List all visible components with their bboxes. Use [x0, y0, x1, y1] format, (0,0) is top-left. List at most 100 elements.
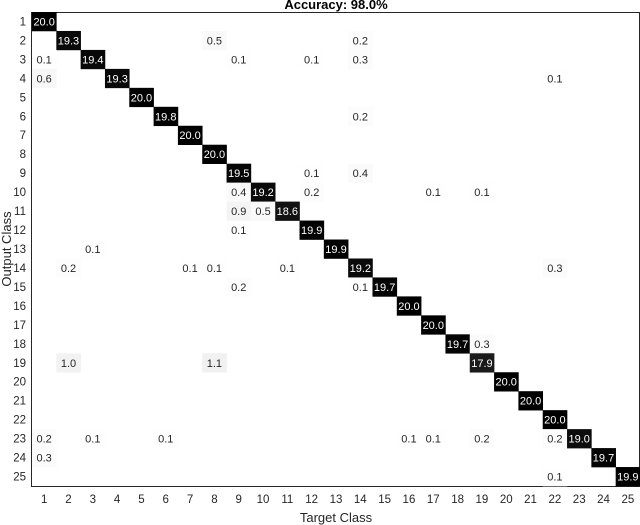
cell-value-label: 20.0	[131, 92, 152, 104]
heatmap-cell	[542, 467, 568, 487]
heatmap-cell	[348, 30, 373, 51]
heatmap-cell	[177, 125, 203, 146]
heatmap-cell	[299, 163, 325, 183]
cell-value-label: 0.1	[304, 168, 319, 180]
cell-value-label: 0.3	[353, 54, 368, 66]
heatmap-cell	[153, 429, 179, 449]
y-tick-label: 23	[13, 434, 26, 446]
x-tick-label: 18	[451, 494, 464, 506]
heatmap-cell	[56, 258, 81, 278]
heatmap-cell	[299, 182, 325, 202]
heatmap-cell	[348, 49, 373, 70]
heatmap-cell	[32, 12, 57, 32]
y-tick-label: 4	[20, 73, 27, 85]
heatmap-cell	[177, 258, 203, 278]
heatmap-cell	[250, 201, 276, 221]
y-tick-label: 20	[13, 377, 26, 389]
cell-value-label: 0.3	[37, 453, 52, 465]
heatmap-cell	[445, 334, 471, 354]
cell-value-label: 0.1	[158, 434, 173, 446]
y-tick-label: 2	[20, 35, 26, 47]
cell-value-label: 19.9	[301, 225, 322, 237]
cell-value-label: 1.1	[207, 358, 222, 370]
cell-value-label: 0.1	[401, 434, 416, 446]
x-tick-labels: 1 2 3 4 5 6 7 8 9 10 11 12 13 14 15 16 17 18 19 20 21 22 23 24 2…	[41, 494, 634, 506]
cell-value-label: 0.1	[426, 434, 441, 446]
y-tick-label: 5	[20, 92, 26, 104]
cell-value-label: 19.5	[228, 168, 249, 180]
cell-value-label: 20.0	[33, 16, 54, 28]
cell-value-label: 20.0	[179, 130, 200, 142]
cell-value-label: 0.1	[85, 434, 100, 446]
x-tick-label: 1	[41, 494, 47, 506]
cell-value-label: 20.0	[204, 149, 225, 161]
y-tick-label: 25	[13, 472, 26, 484]
heatmap-cell	[129, 87, 154, 108]
cell-value-label: 0.2	[304, 187, 319, 199]
x-tick-label: 12	[305, 494, 318, 506]
cell-value-label: 0.2	[353, 35, 368, 47]
heatmap-cell	[32, 429, 57, 449]
chart-title: Accuracy: 98.0%	[284, 0, 388, 12]
cell-value-label: 1.0	[61, 358, 76, 370]
y-axis-label: Output Class	[0, 211, 14, 287]
heatmap-cell	[104, 68, 130, 89]
x-tick-label: 13	[330, 494, 343, 506]
cell-value-label: 0.4	[353, 168, 368, 180]
heatmap-cell	[275, 201, 300, 221]
heatmap-cell	[250, 182, 276, 202]
heatmap-cell	[348, 106, 373, 127]
cell-value-label: 18.6	[277, 206, 298, 218]
heatmap-cell	[372, 277, 398, 297]
y-tick-label: 3	[20, 54, 26, 66]
cell-value-label: 0.2	[353, 111, 368, 123]
cell-value-label: 0.1	[547, 472, 562, 484]
y-tick-label: 19	[13, 358, 26, 370]
x-tick-label: 10	[257, 494, 270, 506]
heatmap-cell	[469, 182, 495, 202]
cell-value-label: 0.2	[231, 282, 246, 294]
x-tick-label: 16	[403, 494, 416, 506]
cell-value-label: 19.9	[325, 244, 346, 256]
y-tick-label: 11	[14, 206, 26, 218]
heatmap-cell	[421, 429, 446, 449]
heatmap-cell	[396, 429, 422, 449]
heatmap-cell	[275, 258, 300, 278]
heatmap-cell	[615, 467, 640, 487]
cell-value-label: 0.2	[61, 263, 76, 275]
cell-value-label: 19.2	[350, 263, 371, 275]
heatmap-cell	[542, 410, 568, 430]
cell-value-label: 0.9	[231, 206, 246, 218]
heatmap-cell	[32, 68, 57, 89]
x-tick-label: 8	[211, 494, 217, 506]
cell-value-label: 0.1	[280, 263, 295, 275]
heatmap-cell	[542, 429, 568, 449]
y-tick-label: 22	[13, 415, 26, 427]
x-tick-label: 24	[597, 494, 610, 506]
x-tick-label: 21	[524, 494, 537, 506]
heatmap-cell	[226, 201, 252, 221]
x-tick-label: 15	[378, 494, 391, 506]
heatmap-cell	[80, 239, 106, 259]
x-tick-label: 2	[65, 494, 71, 506]
heatmap-cell	[348, 163, 373, 183]
x-axis-label: Target Class	[300, 510, 373, 525]
x-tick-label: 25	[621, 494, 634, 506]
cell-value-label: 0.3	[474, 339, 489, 351]
x-tick-label: 4	[114, 494, 121, 506]
cell-value-label: 20.0	[398, 301, 419, 313]
heatmap-cell	[591, 448, 616, 468]
heatmap-cell	[469, 429, 495, 449]
x-tick-label: 6	[163, 494, 169, 506]
y-tick-label: 17	[13, 320, 26, 332]
heatmap-cell	[32, 49, 57, 70]
y-tick-label: 18	[13, 339, 26, 351]
heatmap-cell	[348, 258, 373, 278]
heatmap-cell	[202, 30, 227, 51]
cell-value-label: 19.3	[106, 73, 127, 85]
heatmap-cell	[421, 315, 446, 335]
heatmap-cell	[56, 353, 81, 373]
y-tick-label: 24	[13, 453, 26, 465]
heatmap-cell	[202, 258, 227, 278]
